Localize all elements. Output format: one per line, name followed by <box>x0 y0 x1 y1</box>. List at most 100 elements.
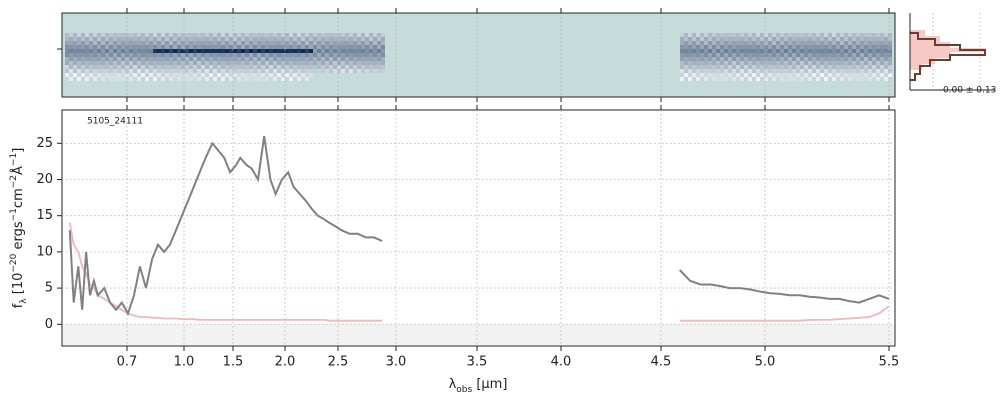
image-pixel <box>193 77 197 81</box>
image-pixel <box>121 57 125 61</box>
image-pixel <box>329 45 333 49</box>
image-pixel <box>708 37 712 41</box>
image-pixel <box>704 77 708 81</box>
image-pixel <box>181 41 185 45</box>
image-pixel <box>317 45 321 49</box>
image-pixel <box>708 73 712 77</box>
image-pixel <box>688 77 692 81</box>
image-pixel <box>712 37 716 41</box>
image-pixel <box>277 73 281 77</box>
image-pixel <box>720 69 724 73</box>
image-pixel <box>81 49 85 53</box>
image-pixel <box>764 65 768 69</box>
image-pixel <box>748 65 752 69</box>
image-pixel <box>305 33 309 37</box>
image-pixel <box>353 41 357 45</box>
image-pixel <box>237 77 241 81</box>
image-pixel <box>253 53 257 57</box>
image-pixel <box>269 45 273 49</box>
image-pixel <box>776 77 780 81</box>
image-pixel <box>73 33 77 37</box>
image-pixel <box>836 33 840 37</box>
image-pixel <box>365 57 369 61</box>
image-pixel <box>277 53 281 57</box>
image-pixel <box>349 57 353 61</box>
image-pixel <box>161 69 165 73</box>
image-pixel <box>217 69 221 73</box>
image-pixel <box>780 69 784 73</box>
image-pixel <box>217 41 221 45</box>
image-pixel <box>109 61 113 65</box>
image-pixel <box>856 53 860 57</box>
image-pixel <box>233 77 237 81</box>
image-pixel <box>824 73 828 77</box>
image-pixel <box>804 45 808 49</box>
image-pixel <box>125 37 129 41</box>
image-pixel <box>752 41 756 45</box>
image-pixel <box>840 37 844 41</box>
image-pixel <box>321 57 325 61</box>
image-pixel <box>113 49 117 53</box>
image-pixel <box>209 49 213 53</box>
image-pixel <box>780 37 784 41</box>
image-pixel <box>349 45 353 49</box>
image-pixel <box>888 37 892 41</box>
image-pixel <box>185 53 189 57</box>
image-pixel <box>760 45 764 49</box>
image-pixel <box>880 77 884 81</box>
image-pixel <box>173 49 177 53</box>
image-pixel <box>105 53 109 57</box>
image-pixel <box>784 33 788 37</box>
image-pixel <box>716 69 720 73</box>
x-tick-label: 0.7 <box>117 355 138 370</box>
image-pixel <box>297 33 301 37</box>
image-pixel <box>137 73 141 77</box>
image-pixel <box>317 33 321 37</box>
image-pixel <box>169 65 173 69</box>
image-pixel <box>836 37 840 41</box>
image-pixel <box>213 45 217 49</box>
image-pixel <box>784 57 788 61</box>
label-part: Å <box>10 166 26 175</box>
image-pixel <box>225 41 229 45</box>
image-pixel <box>213 65 217 69</box>
image-pixel <box>113 57 117 61</box>
image-pixel <box>229 41 233 45</box>
image-pixel <box>85 33 89 37</box>
image-pixel <box>305 53 309 57</box>
image-pixel <box>357 49 361 53</box>
image-pixel <box>876 77 880 81</box>
image-pixel <box>245 57 249 61</box>
image-pixel <box>716 61 720 65</box>
image-pixel <box>221 37 225 41</box>
image-pixel <box>864 69 868 73</box>
image-pixel <box>137 61 141 65</box>
x-tick-label: 1.5 <box>223 355 244 370</box>
image-pixel <box>812 37 816 41</box>
image-pixel <box>77 33 81 37</box>
image-pixel <box>281 57 285 61</box>
main-frame <box>61 109 896 347</box>
image-pixel <box>217 77 221 81</box>
image-pixel <box>824 33 828 37</box>
image-pixel <box>177 41 181 45</box>
image-pixel <box>744 57 748 61</box>
image-pixel <box>65 65 69 69</box>
image-pixel <box>177 69 181 73</box>
image-pixel <box>872 69 876 73</box>
image-pixel <box>688 45 692 49</box>
image-pixel <box>792 73 796 77</box>
image-pixel <box>161 65 165 69</box>
image-pixel <box>756 77 760 81</box>
image-pixel <box>301 57 305 61</box>
image-pixel <box>69 77 73 81</box>
image-pixel <box>361 57 365 61</box>
image-pixel <box>888 57 892 61</box>
image-pixel <box>217 65 221 69</box>
image-pixel <box>341 57 345 61</box>
image-pixel <box>728 73 732 77</box>
image-pixel <box>756 49 760 53</box>
image-pixel <box>189 57 193 61</box>
image-pixel <box>293 73 297 77</box>
image-pixel <box>85 73 89 77</box>
